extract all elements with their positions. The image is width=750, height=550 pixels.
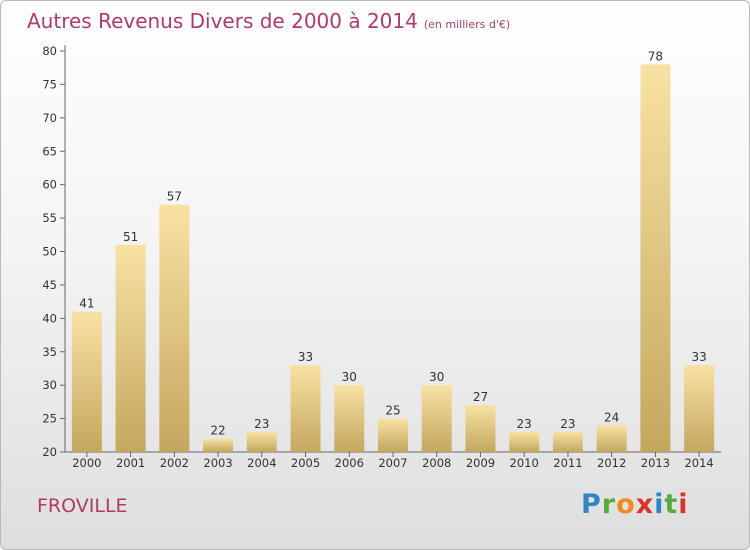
data-label-2000: 41	[79, 297, 94, 311]
y-tick-label: 45	[42, 278, 57, 292]
x-tick-label-2012: 2012	[597, 456, 626, 470]
x-tick-label-2000: 2000	[72, 456, 101, 470]
data-label-2002: 57	[167, 190, 182, 204]
y-tick-label: 40	[42, 311, 57, 325]
x-tick-label-2010: 2010	[510, 456, 539, 470]
data-label-2014: 33	[691, 350, 706, 364]
x-tick-label-2003: 2003	[203, 456, 232, 470]
y-tick-label: 30	[42, 378, 57, 392]
bar-2003	[203, 438, 234, 452]
bar-2014	[684, 365, 715, 452]
x-tick-label-2008: 2008	[422, 456, 451, 470]
x-tick-label-2002: 2002	[160, 456, 189, 470]
data-label-2013: 78	[648, 49, 663, 63]
logo-letter: P	[581, 489, 602, 520]
x-tick-label-2007: 2007	[378, 456, 407, 470]
data-label-2005: 33	[298, 350, 313, 364]
data-label-2007: 25	[385, 404, 400, 418]
data-label-2006: 30	[342, 370, 357, 384]
y-tick-label: 35	[42, 345, 57, 359]
data-label-2004: 23	[254, 417, 269, 431]
bar-2007	[378, 418, 408, 452]
logo-letter: x	[635, 489, 655, 520]
y-tick-label: 80	[42, 44, 57, 58]
data-label-2003: 22	[210, 424, 225, 438]
bar-2005	[290, 365, 321, 452]
x-tick-label-2013: 2013	[641, 456, 670, 470]
x-tick-label-2005: 2005	[291, 456, 320, 470]
data-label-2008: 30	[429, 370, 444, 384]
y-tick-label: 25	[42, 412, 57, 426]
logo-letter: r	[601, 489, 617, 520]
chart-title: Autres Revenus Divers de 2000 à 2014 (en …	[27, 9, 510, 33]
y-axis: 20 25 30 35 40 45 50 55 60 65 70 75 80	[42, 44, 66, 459]
bar-2001	[115, 244, 146, 452]
data-label-2001: 51	[123, 230, 138, 244]
logo-letter: o	[616, 489, 636, 520]
bar-2011	[552, 431, 583, 452]
y-tick-label: 65	[42, 144, 57, 158]
bar-2006	[334, 385, 365, 452]
y-tick-label: 50	[42, 245, 57, 259]
data-label-2009: 27	[473, 390, 488, 404]
bar-2000	[71, 311, 102, 452]
x-tick-label-2009: 2009	[466, 456, 495, 470]
x-tick-label-2006: 2006	[335, 456, 364, 470]
data-label-2010: 23	[517, 417, 532, 431]
x-tick-label-2004: 2004	[247, 456, 276, 470]
y-tick-label: 20	[42, 445, 57, 459]
logo-letter: i	[654, 489, 665, 520]
bar-2009	[465, 405, 496, 452]
bar-2012	[596, 425, 627, 452]
bar-2004	[246, 431, 277, 452]
x-tick-label-2011: 2011	[553, 456, 582, 470]
x-tick-label-2014: 2014	[684, 456, 713, 470]
bar-series: 41 51 57 22 23 33 30 25 30 27 23 23 24 78 33	[71, 49, 715, 452]
x-tick-label-2001: 2001	[116, 456, 145, 470]
bar-2013	[640, 64, 671, 452]
data-label-2011: 23	[560, 417, 575, 431]
bar-2002	[159, 204, 190, 452]
bar-2010	[509, 431, 540, 452]
data-label-2012: 24	[604, 410, 619, 424]
chart-subtitle: (en milliers d'€)	[423, 18, 511, 31]
y-tick-label: 70	[42, 111, 57, 125]
logo-letter: t	[664, 489, 679, 520]
bar-2008	[421, 385, 452, 452]
y-tick-label: 60	[42, 178, 57, 192]
chart-title-text: Autres Revenus Divers de 2000 à 2014	[27, 9, 418, 33]
x-axis: 2000 2001 2002 2003 2004 2005 2006 2007 2008 2009…	[65, 451, 721, 470]
y-tick-label: 75	[42, 77, 57, 91]
logo-letter: i	[678, 489, 689, 520]
location-label: FROVILLE	[37, 495, 128, 517]
y-tick-label: 55	[42, 211, 57, 225]
proxiti-logo: Proxiti	[581, 489, 689, 520]
